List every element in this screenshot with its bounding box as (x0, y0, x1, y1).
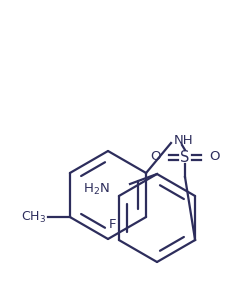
Text: NH: NH (174, 133, 194, 147)
Text: O: O (151, 150, 161, 164)
Text: CH$_3$: CH$_3$ (21, 209, 46, 225)
Text: O: O (209, 150, 220, 164)
Text: S: S (180, 150, 190, 164)
Text: H$_2$N: H$_2$N (83, 181, 110, 197)
Text: F: F (109, 218, 117, 231)
